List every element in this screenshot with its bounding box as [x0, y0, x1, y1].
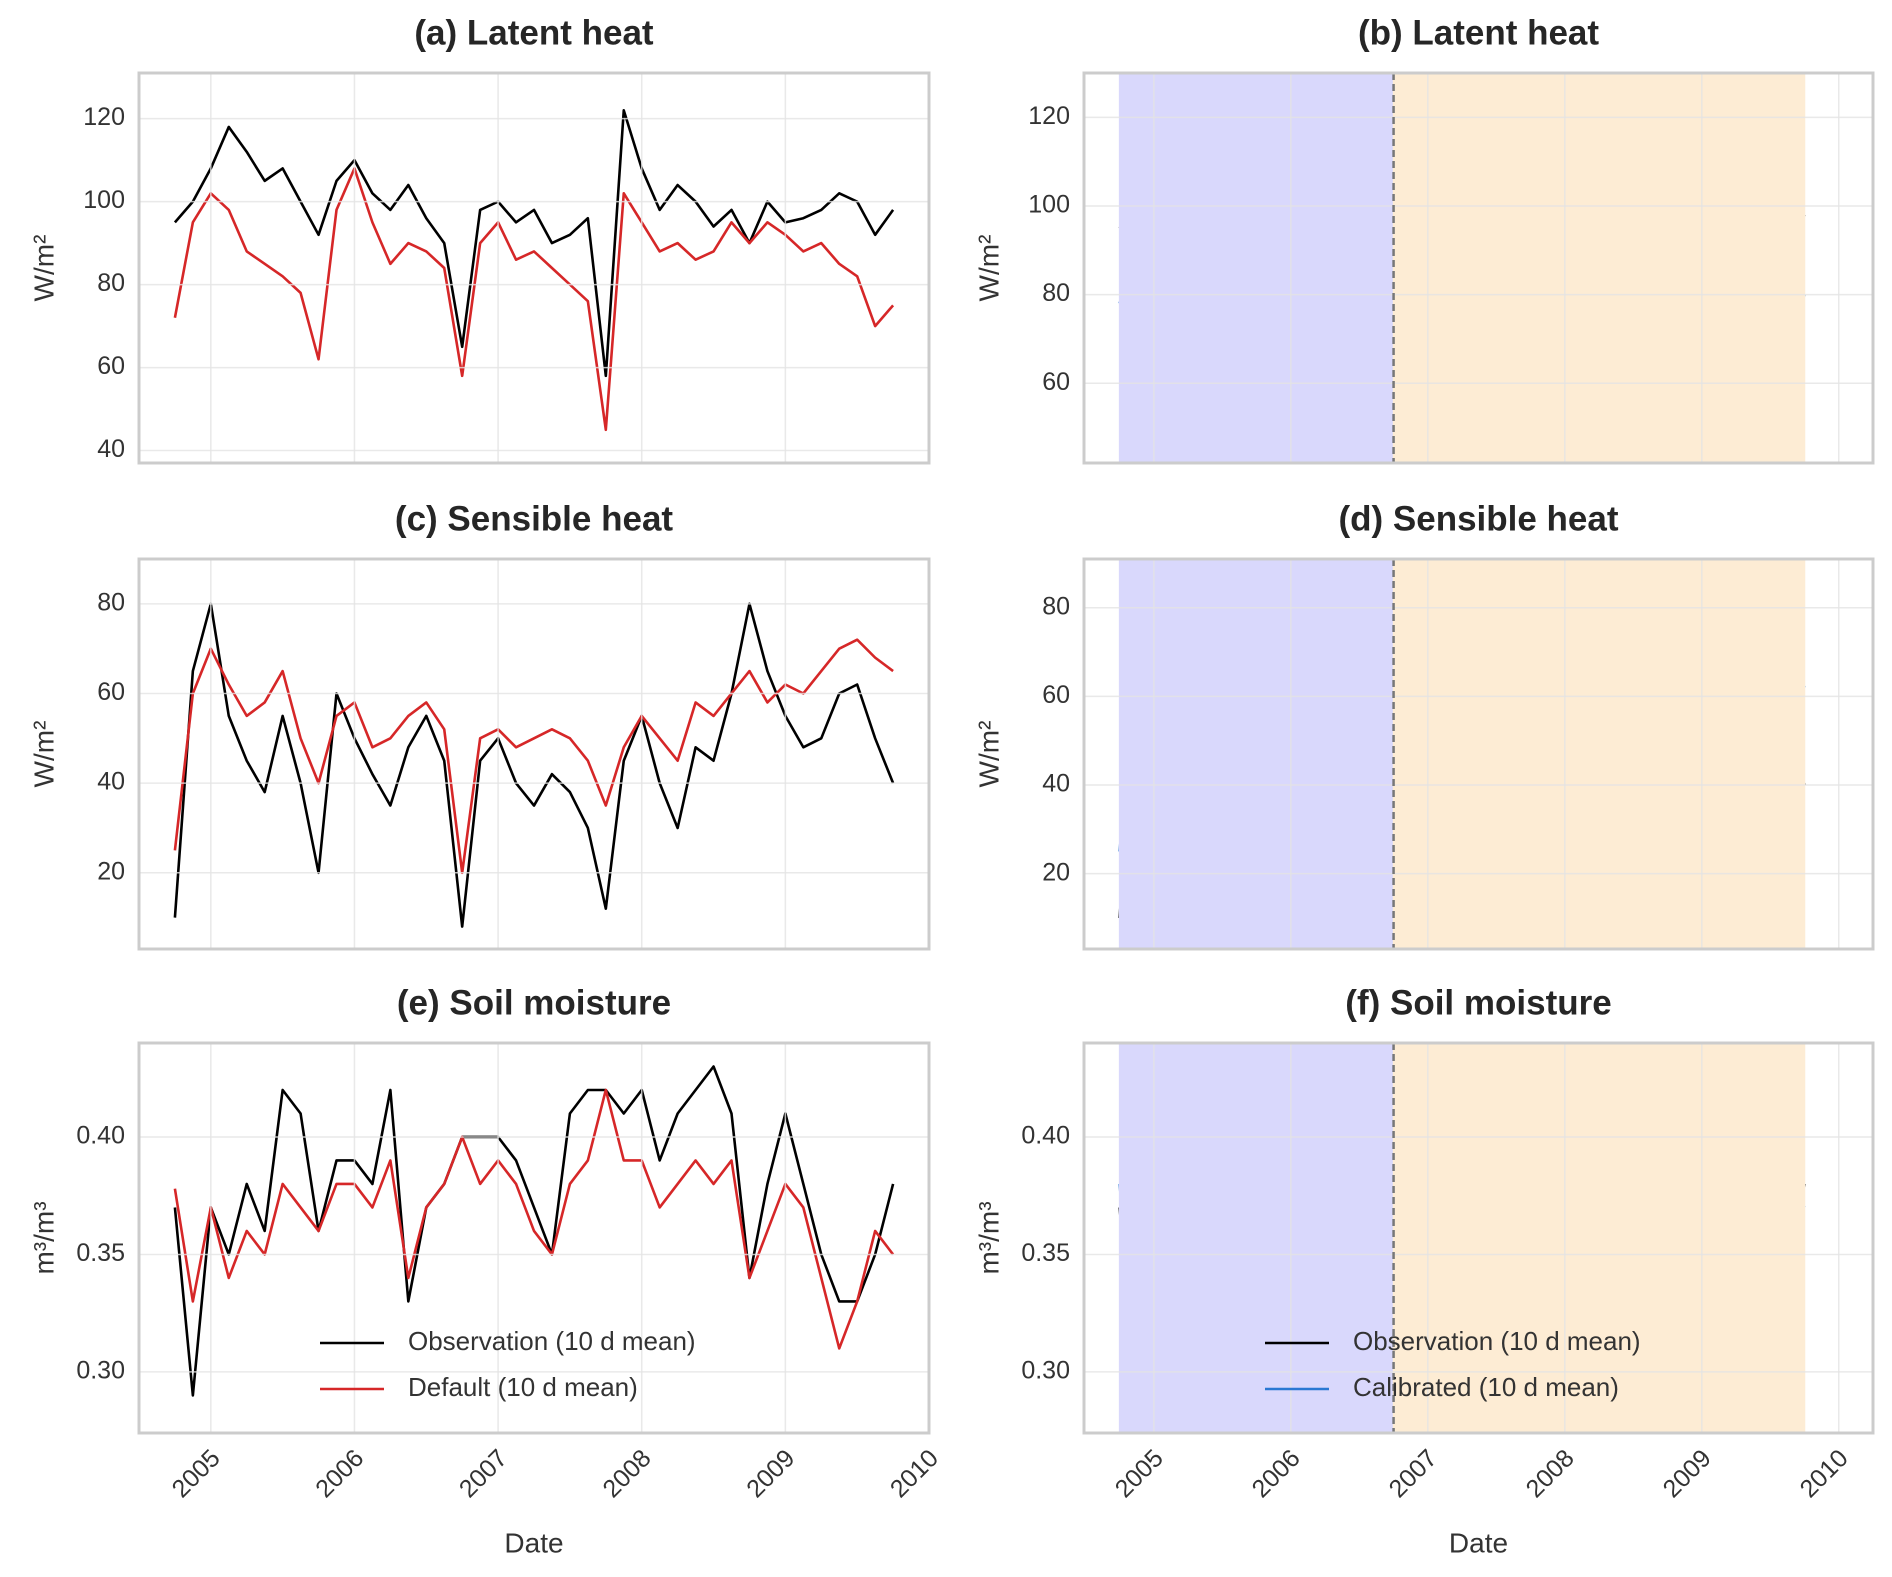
panel: 60 80 100 120 (b) Latent heat W/m² — [973, 13, 1875, 465]
series-line — [173, 1088, 895, 1350]
series-line — [173, 167, 895, 432]
y-axis-label: W/m² — [973, 235, 1004, 302]
y-tick-label: 0.35 — [1021, 1239, 1070, 1267]
y-tick-label: 80 — [1042, 592, 1070, 620]
period-span — [1392, 558, 1806, 950]
legend-label: Calibrated (10 d mean) — [1353, 1372, 1619, 1402]
series-line — [173, 1065, 895, 1397]
y-tick-label: 120 — [1028, 102, 1070, 130]
axes-frame — [1082, 557, 1875, 951]
x-tick-label: 2007 — [1384, 1444, 1443, 1503]
x-tick-label: 2010 — [885, 1444, 944, 1503]
panel-title: (b) Latent heat — [1358, 13, 1599, 52]
x-tick-label: 2008 — [1521, 1444, 1580, 1503]
y-tick-label: 100 — [83, 186, 125, 214]
x-tick-label: 2008 — [598, 1444, 657, 1503]
x-tick-label: 2005 — [167, 1444, 226, 1503]
y-tick-label: 80 — [97, 588, 125, 616]
x-axis-label: Date — [504, 1527, 563, 1558]
x-tick-label: 2007 — [454, 1444, 513, 1503]
legend-label: Default (10 d mean) — [408, 1372, 638, 1402]
panel: 40 60 80 100 120 (a) Latent heat W/m² — [28, 13, 931, 465]
period-span — [1118, 72, 1395, 464]
series-line — [173, 602, 895, 928]
x-tick-label: 2009 — [1658, 1444, 1717, 1503]
y-axis-label: W/m² — [28, 235, 59, 302]
y-tick-label: 20 — [1042, 858, 1070, 886]
y-tick-label: 100 — [1028, 191, 1070, 219]
y-axis-label: W/m² — [973, 721, 1004, 788]
y-tick-label: 40 — [1042, 770, 1070, 798]
x-tick-label: 2009 — [741, 1444, 800, 1503]
y-tick-label: 60 — [1042, 681, 1070, 709]
axes-frame — [137, 557, 931, 951]
y-tick-label: 0.40 — [1021, 1122, 1070, 1150]
y-tick-label: 80 — [97, 269, 125, 297]
x-tick-label: 2006 — [1247, 1444, 1306, 1503]
y-tick-label: 0.30 — [76, 1357, 125, 1385]
period-span — [1392, 72, 1806, 464]
y-tick-label: 0.35 — [76, 1239, 125, 1267]
panel: 20 40 60 80 (c) Sensible heat W/m² — [28, 499, 931, 951]
legend-label: Observation (10 d mean) — [408, 1326, 696, 1356]
y-tick-label: 60 — [97, 352, 125, 380]
panel: 0.30 0.35 0.40 2005 2006 2007 2008 2009 2010 Date… — [973, 983, 1875, 1558]
legend-label: Observation (10 d mean) — [1353, 1326, 1641, 1356]
period-span — [1118, 558, 1395, 950]
y-axis-label: m³/m³ — [28, 1201, 59, 1274]
y-axis-label: W/m² — [28, 721, 59, 788]
y-tick-label: 40 — [97, 768, 125, 796]
panel-title: (e) Soil moisture — [397, 983, 671, 1022]
x-axis-label: Date — [1449, 1527, 1508, 1558]
y-tick-label: 40 — [97, 435, 125, 463]
x-tick-label: 2010 — [1795, 1444, 1854, 1503]
series-line — [173, 109, 895, 378]
y-tick-label: 120 — [83, 103, 125, 131]
y-tick-label: 60 — [97, 678, 125, 706]
axes-frame — [137, 1041, 931, 1435]
panel-title: (f) Soil moisture — [1345, 983, 1611, 1022]
panel: 20 40 60 80 (d) Sensible heat W/m² — [973, 499, 1875, 951]
y-tick-label: 0.40 — [76, 1122, 125, 1150]
panel-title: (a) Latent heat — [414, 13, 654, 52]
series-line — [173, 638, 894, 875]
x-tick-label: 2005 — [1110, 1444, 1169, 1503]
axes-frame — [1082, 71, 1875, 465]
panel-title: (d) Sensible heat — [1338, 499, 1618, 538]
panel: 0.30 0.35 0.40 2005 2006 2007 2008 2009 2010 Date… — [28, 983, 944, 1558]
y-axis-label: m³/m³ — [973, 1201, 1004, 1274]
y-tick-label: 0.30 — [1021, 1357, 1070, 1385]
y-tick-label: 80 — [1042, 279, 1070, 307]
panel-title: (c) Sensible heat — [395, 499, 673, 538]
y-tick-label: 20 — [97, 857, 125, 885]
period-span — [1392, 1042, 1806, 1434]
period-span — [1118, 1042, 1395, 1434]
axes-frame — [137, 71, 931, 465]
y-tick-label: 60 — [1042, 368, 1070, 396]
x-tick-label: 2006 — [310, 1444, 369, 1503]
axes-frame — [1082, 1041, 1875, 1435]
